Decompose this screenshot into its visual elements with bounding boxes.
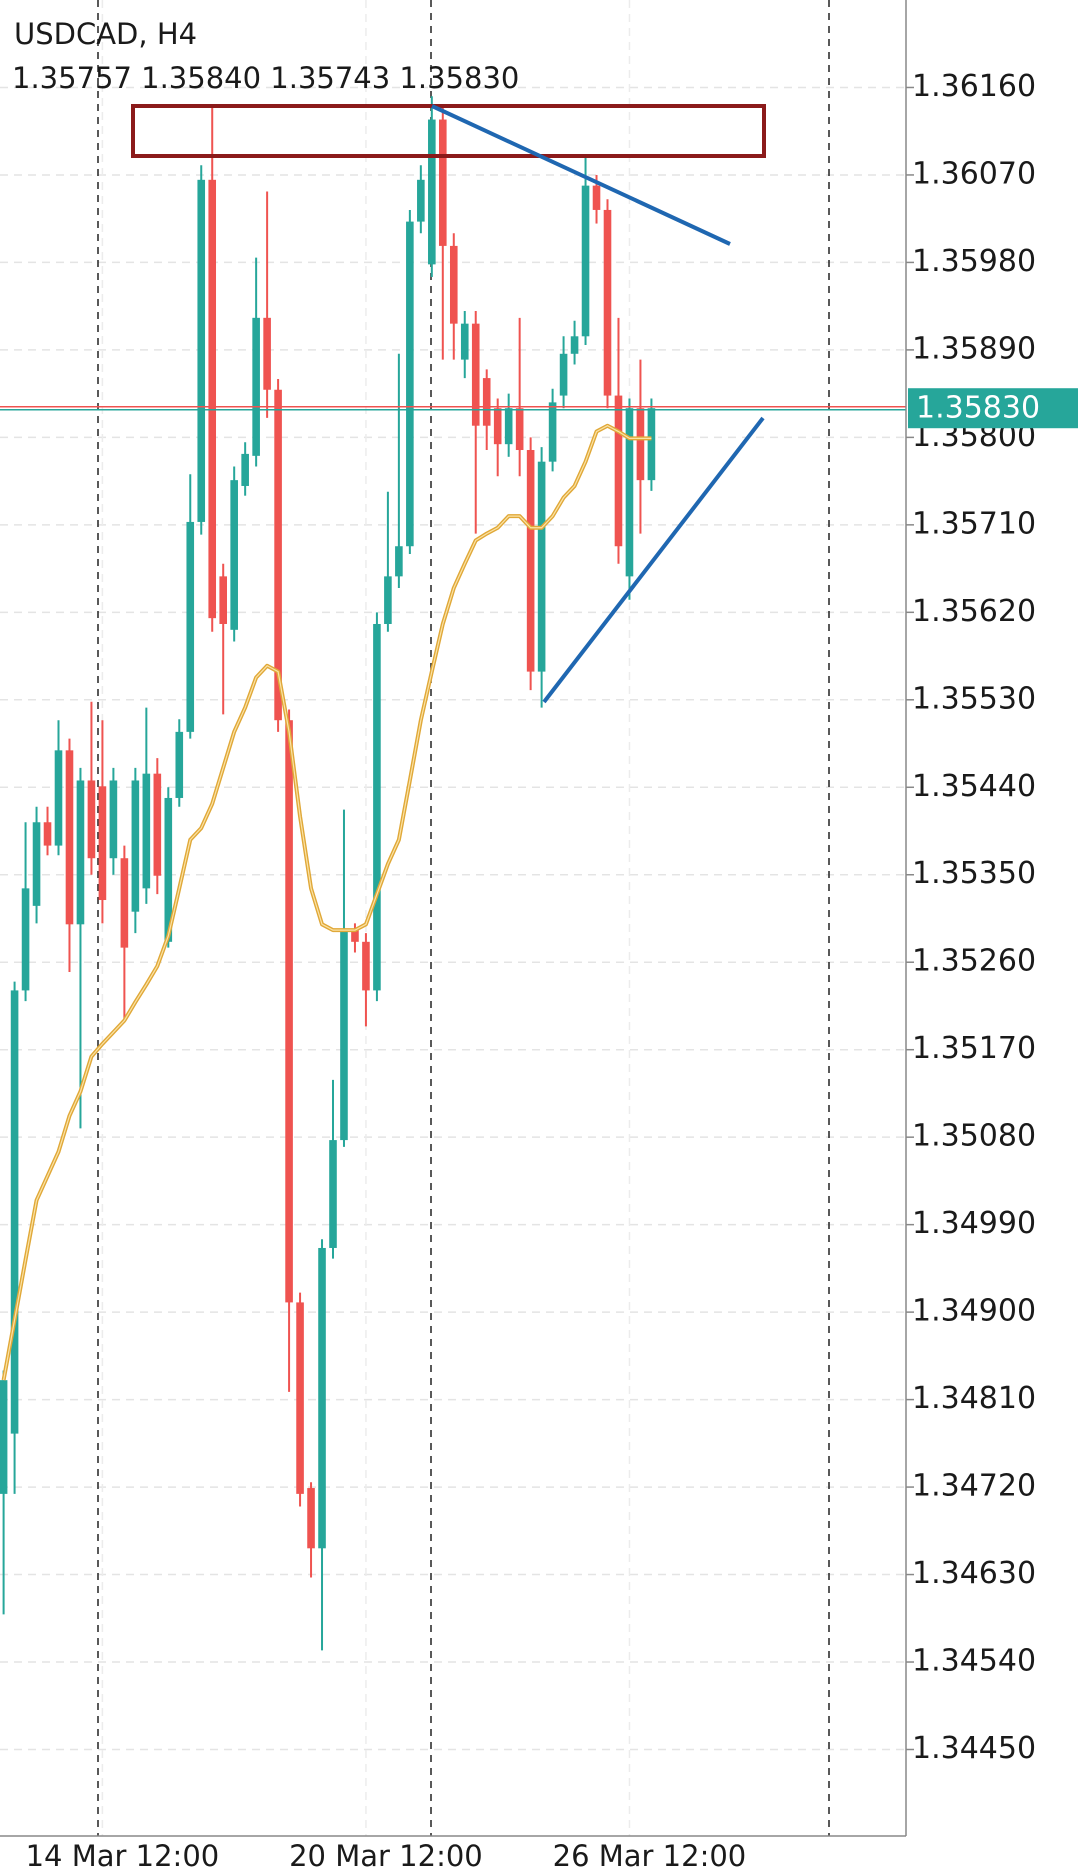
y-tick-label: 1.36070 (912, 156, 1036, 191)
candle-body (131, 780, 140, 912)
candle-body (241, 453, 249, 486)
resistance-box (131, 104, 766, 158)
candle-body (318, 1247, 326, 1549)
moving-average (1, 423, 652, 1381)
y-tick-label: 1.34450 (912, 1731, 1036, 1766)
candle-body (142, 773, 151, 889)
y-tick-label: 1.35080 (912, 1119, 1036, 1154)
candle-body (384, 576, 392, 624)
candle-body (153, 773, 162, 876)
y-tick-label: 1.35440 (912, 769, 1036, 804)
candle-body (263, 317, 271, 390)
candle-body (340, 930, 348, 1141)
y-tick-label: 1.35980 (912, 244, 1036, 279)
x-tick-label: 26 Mar 12:00 (553, 1839, 747, 1873)
candle-body (449, 245, 458, 324)
candle-body (230, 480, 238, 630)
axes: 1.361601.360701.359801.358901.358001.357… (26, 69, 1078, 1873)
candle-body (252, 317, 260, 456)
candle-body (120, 858, 129, 948)
candle-body (164, 797, 173, 942)
candle-body (274, 389, 282, 721)
candle-body (43, 822, 52, 846)
candle-body (504, 408, 513, 445)
plot (0, 96, 906, 1651)
candle-body (329, 1140, 337, 1248)
x-tick-label: 20 Mar 12:00 (289, 1839, 483, 1873)
candle-body (570, 336, 579, 354)
candle-body (54, 750, 63, 846)
candle-body (603, 209, 612, 396)
trendline (431, 104, 731, 246)
y-tick-label: 1.34540 (912, 1644, 1036, 1679)
y-tick-label: 1.34810 (912, 1381, 1036, 1416)
candle-body (87, 780, 96, 859)
candle-body (175, 731, 184, 798)
candle-body (362, 941, 370, 991)
candle-body (296, 1302, 304, 1494)
candle-body (559, 353, 568, 396)
candle-body (417, 179, 425, 222)
candle-body (285, 720, 293, 1303)
candle-body (98, 786, 107, 901)
candle-body (65, 750, 74, 925)
candle-body (10, 990, 19, 1434)
candle-body (76, 780, 85, 925)
candle-body (482, 378, 491, 426)
candle-body (548, 402, 557, 462)
candle-body (471, 323, 480, 426)
candle-body (208, 179, 217, 619)
candle-body (537, 461, 546, 672)
y-tick-label: 1.35530 (912, 681, 1036, 716)
y-tick-label: 1.35350 (912, 856, 1036, 891)
candle-body (428, 119, 436, 265)
candle-body (493, 408, 502, 445)
candle-body (0, 1380, 8, 1494)
price-tag (908, 388, 1078, 429)
trendline (542, 416, 765, 704)
candle-body (647, 408, 656, 481)
candle-body (526, 450, 535, 672)
candle-body (373, 623, 381, 991)
candle-body (197, 179, 206, 522)
y-tick-label: 1.34720 (912, 1469, 1036, 1504)
candle-body (395, 546, 403, 577)
y-tick-label: 1.36160 (912, 69, 1036, 104)
candle-body (307, 1488, 315, 1549)
candle-body (460, 323, 469, 360)
y-tick-label: 1.35170 (912, 1031, 1036, 1066)
candle-body (219, 576, 227, 624)
candle-body (21, 888, 30, 991)
candle-body (592, 185, 601, 210)
candle-body (439, 119, 447, 246)
candle-body (515, 408, 524, 451)
candle-body (186, 521, 195, 732)
x-tick-label: 14 Mar 12:00 (26, 1839, 220, 1873)
candle-body (406, 221, 414, 547)
y-tick-label: 1.34900 (912, 1294, 1036, 1329)
candle-body (636, 408, 645, 481)
candle-body (625, 408, 634, 577)
candle-body (109, 780, 118, 859)
chart-title: USDCAD, H4 (14, 17, 197, 51)
ohlc-readout: 1.35757 1.35840 1.35743 1.35830 (12, 61, 519, 95)
y-tick-label: 1.34990 (912, 1206, 1036, 1241)
price-tag-label: 1.35830 (916, 391, 1040, 426)
candle-body (351, 930, 359, 942)
moving-average-core (3, 425, 652, 1381)
y-tick-label: 1.35620 (912, 594, 1036, 629)
y-tick-label: 1.35890 (912, 331, 1036, 366)
candle-body (581, 185, 590, 337)
y-tick-label: 1.35710 (912, 506, 1036, 541)
y-tick-label: 1.35260 (912, 944, 1036, 979)
y-tick-label: 1.34630 (912, 1556, 1036, 1591)
candle-body (614, 395, 623, 547)
candle-body (32, 822, 41, 906)
